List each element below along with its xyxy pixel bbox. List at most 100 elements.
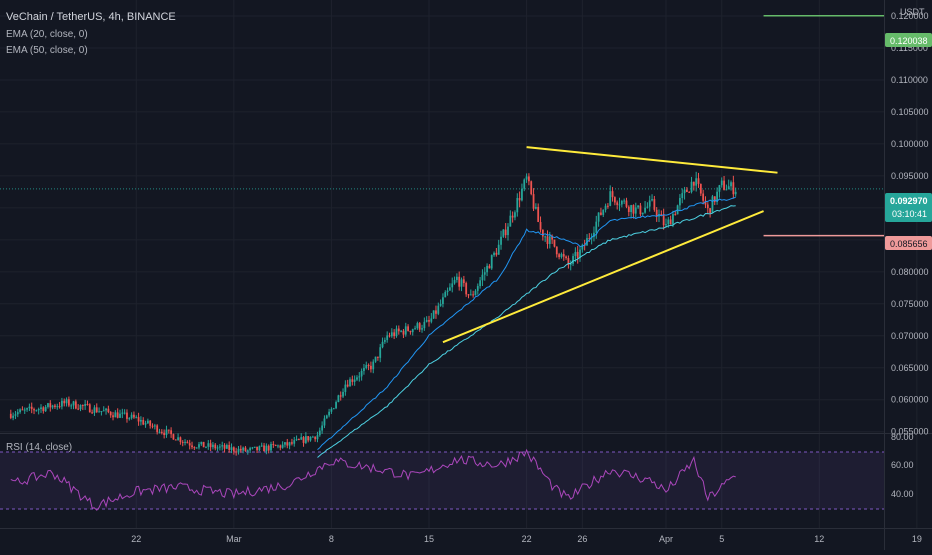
candle-body	[525, 176, 528, 180]
candle-body	[644, 207, 646, 213]
candle-body	[474, 290, 477, 296]
candle-body	[720, 180, 723, 186]
candle-body	[555, 246, 558, 255]
candle-body	[232, 447, 235, 452]
time-tick-label: 15	[424, 534, 434, 544]
candle-body	[627, 206, 630, 212]
candle-body	[514, 212, 516, 218]
trendlines[interactable]	[442, 146, 778, 344]
candle-body	[286, 442, 289, 446]
price-tick-label: 0.115000	[891, 43, 928, 53]
candle-body	[509, 215, 512, 227]
candle-body	[277, 445, 279, 447]
candle-body	[12, 415, 15, 418]
candle-body	[709, 208, 712, 213]
price-tick-label: 0.075000	[891, 299, 929, 309]
candle-body	[576, 251, 579, 258]
candle-body	[690, 181, 693, 193]
candle-body	[253, 446, 256, 448]
candle-body	[88, 404, 91, 413]
candle-body	[476, 286, 479, 291]
candle-body	[651, 199, 653, 201]
candle-body	[230, 447, 233, 450]
candle-body	[493, 252, 495, 256]
target-price-text: 0.120038	[890, 36, 928, 46]
candle-body	[237, 448, 240, 453]
candle-body	[551, 236, 554, 240]
candle-body	[704, 200, 707, 205]
ema50-line	[317, 205, 736, 458]
candle-body	[84, 404, 87, 406]
chart-title: VeChain / TetherUS, 4h, BINANCE	[6, 11, 176, 23]
candle-body	[400, 330, 403, 332]
candle-body	[732, 182, 735, 195]
candle-body	[421, 328, 423, 330]
candle-body	[219, 446, 221, 448]
candle-body	[98, 411, 100, 413]
candle-body	[121, 412, 124, 414]
candle-body	[116, 412, 119, 418]
candle-body	[363, 368, 365, 371]
candle-body	[544, 236, 547, 238]
candle-body	[304, 436, 307, 443]
candle-body	[184, 441, 186, 443]
candle-body	[488, 265, 491, 269]
ema20-legend[interactable]: EMA (20, close, 0)	[6, 29, 88, 40]
candle-body	[328, 411, 330, 416]
ema50-legend[interactable]: EMA (50, close, 0)	[6, 45, 88, 56]
candle-body	[165, 429, 168, 436]
candle-body	[130, 414, 133, 419]
price-tick-label: 0.105000	[891, 107, 929, 117]
candle-body	[393, 332, 396, 337]
horizontal-levels	[0, 14, 884, 237]
candle-body	[135, 417, 138, 419]
candle-body	[74, 401, 77, 409]
rsi-legend[interactable]: RSI (14, close)	[6, 442, 72, 453]
candle-body	[623, 200, 626, 202]
candle-body	[163, 432, 166, 436]
candle-body	[486, 265, 488, 273]
candle-body	[246, 450, 249, 452]
candle-body	[402, 330, 405, 335]
candle-body	[186, 441, 189, 444]
candle-body	[537, 206, 540, 222]
candle-body	[481, 274, 484, 281]
candle-body	[388, 335, 391, 337]
candle-body	[541, 229, 544, 237]
candle-body	[507, 226, 509, 236]
candle-body	[379, 347, 382, 358]
stop-price-text: 0.085656	[890, 239, 928, 249]
candle-body	[344, 384, 347, 392]
candle-body	[397, 328, 400, 332]
candle-body	[177, 437, 179, 441]
candle-body	[95, 407, 98, 413]
rsi-tick-label: 40.00	[891, 489, 914, 499]
resistance-trendline	[526, 146, 778, 174]
candle-body	[149, 420, 152, 426]
price-tick-label: 0.100000	[891, 139, 929, 149]
stop-price-tag: 0.085656	[885, 236, 932, 250]
candle-body	[567, 258, 570, 265]
candle-body	[267, 445, 270, 451]
candle-body	[30, 406, 33, 410]
candle-body	[641, 212, 644, 215]
candle-body	[251, 447, 254, 449]
candle-body	[409, 330, 412, 333]
candle-body	[167, 429, 170, 431]
candle-body	[72, 401, 75, 406]
candle-body	[358, 376, 361, 378]
candle-body	[242, 447, 245, 451]
candle-body	[67, 399, 70, 406]
candle-body	[193, 447, 196, 449]
candle-body	[611, 191, 614, 198]
candle-body	[212, 444, 214, 448]
candle-body	[195, 447, 198, 449]
candle-body	[376, 356, 379, 358]
candle-body	[546, 236, 549, 244]
candle-body	[616, 202, 619, 205]
candle-body	[21, 409, 24, 411]
candle-body	[202, 441, 205, 448]
price-tick-label: 0.060000	[891, 395, 929, 405]
candle-body	[14, 414, 17, 416]
